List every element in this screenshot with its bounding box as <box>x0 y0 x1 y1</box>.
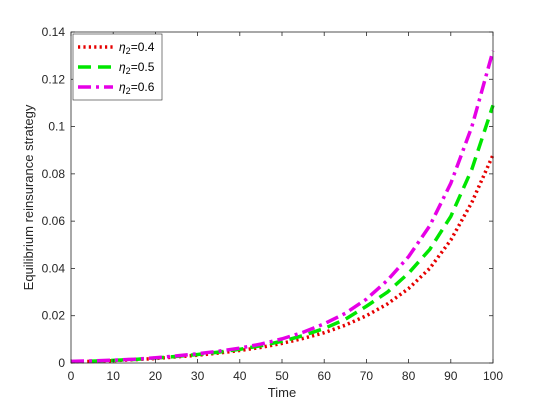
x-tick-label: 90 <box>444 369 458 383</box>
legend-label-base: η <box>119 60 126 74</box>
legend-label-subscript: 2 <box>126 66 131 76</box>
legend-label-base: η <box>119 40 126 54</box>
x-tick-label: 100 <box>483 369 503 383</box>
legend-label-value: =0.6 <box>131 80 155 94</box>
x-tick-label: 0 <box>68 369 75 383</box>
series-lines <box>70 50 495 364</box>
y-tick-label: 0.08 <box>42 167 66 181</box>
y-axis-label: Equilibrium reinsurance strategy <box>21 104 36 290</box>
axis-ticks: 0 10 20 30 40 50 60 70 80 90 100 0 0.02 0.04 0.06 0.08 0… <box>42 25 504 383</box>
legend-label-value: =0.4 <box>131 40 155 54</box>
y-tick-label: 0.04 <box>42 261 66 275</box>
legend-label-subscript: 2 <box>126 86 131 96</box>
y-tick-label: 0.1 <box>48 120 65 134</box>
x-axis-label: Time <box>268 385 296 400</box>
series-line-3 <box>70 50 495 364</box>
legend-label-subscript: 2 <box>126 46 131 56</box>
legend-label-2: η2=0.5 <box>119 60 155 76</box>
x-tick-label: 60 <box>318 369 332 383</box>
legend-label-base: η <box>119 80 126 94</box>
x-tick-label: 20 <box>149 369 163 383</box>
y-tick-label: 0.14 <box>42 25 66 39</box>
y-tick-label: 0 <box>58 356 65 370</box>
legend: η2=0.4η2=0.5η2=0.6 <box>72 33 163 101</box>
legend-label-1: η2=0.4 <box>119 40 155 56</box>
x-tick-label: 40 <box>233 369 247 383</box>
x-tick-label: 30 <box>191 369 205 383</box>
y-tick-label: 0.06 <box>42 214 66 228</box>
x-tick-label: 70 <box>360 369 374 383</box>
x-tick-label: 80 <box>402 369 416 383</box>
y-tick-label: 0.12 <box>42 72 66 86</box>
y-tick-label: 0.02 <box>42 309 66 323</box>
x-tick-label: 10 <box>107 369 121 383</box>
legend-label-value: =0.5 <box>131 60 155 74</box>
x-tick-label: 50 <box>275 369 289 383</box>
legend-label-3: η2=0.6 <box>119 80 155 96</box>
